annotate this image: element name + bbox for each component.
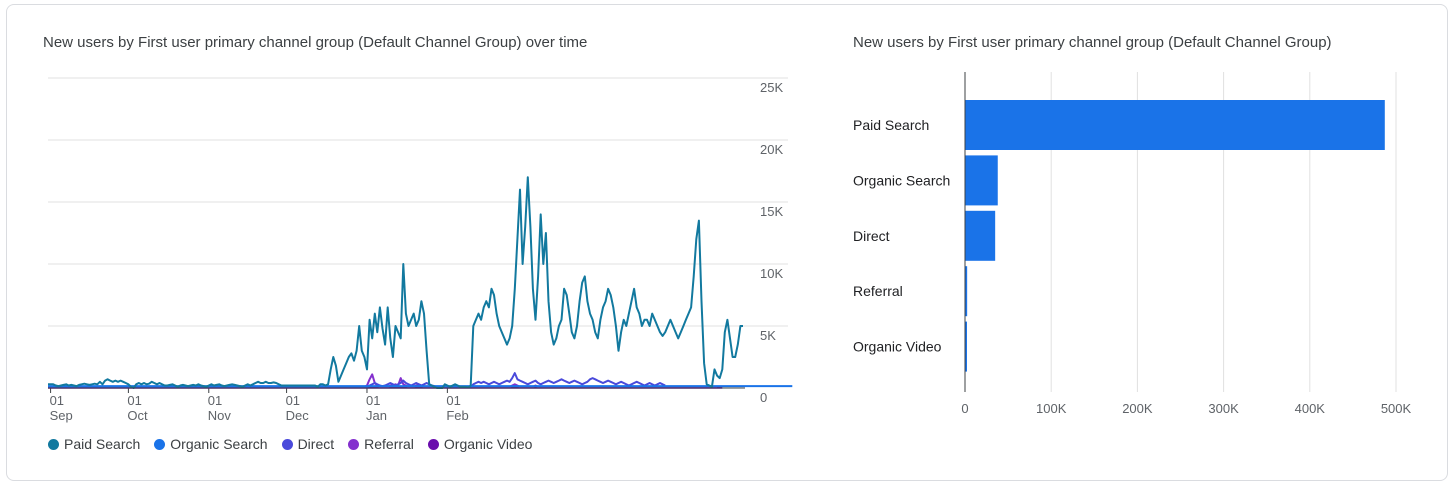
y-tick-label: 25K: [760, 80, 783, 95]
line-chart-title: New users by First user primary channel …: [43, 34, 588, 51]
legend-label: Paid Search: [64, 436, 141, 452]
bar-chart-title: New users by First user primary channel …: [853, 34, 1332, 51]
legend-label: Direct: [297, 436, 335, 452]
x-tick-month: Oct: [127, 408, 148, 423]
x-tick-month: Nov: [208, 408, 232, 423]
x-tick-label: 0: [961, 401, 968, 416]
report-card: [6, 4, 1448, 481]
category-label: Referral: [853, 283, 903, 299]
x-tick-label: 500K: [1381, 401, 1412, 416]
legend-label: Referral: [364, 436, 414, 452]
x-tick-day: 01: [208, 393, 222, 408]
series-line-paid-search: [48, 176, 743, 389]
x-tick-month: Dec: [286, 408, 310, 423]
bar-chart: 0 100K 200K 300K 400K 500K Paid Search Organic …: [853, 72, 1412, 416]
legend-swatch: [348, 438, 360, 450]
category-label: Direct: [853, 228, 890, 244]
legend-item[interactable]: Paid Search: [48, 436, 140, 452]
y-tick-label: 5K: [760, 328, 776, 343]
x-tick-month: Jan: [366, 408, 387, 423]
legend-item[interactable]: Referral: [348, 436, 414, 452]
x-tick-day: 01: [366, 393, 380, 408]
y-tick-label: 20K: [760, 142, 783, 157]
legend-swatch: [427, 438, 439, 450]
legend-label: Organic Search: [170, 436, 268, 452]
x-tick-label: 200K: [1122, 401, 1153, 416]
line-chart: 25K20K15K10K5K001Sep01Oct01Nov01Dec01Jan…: [48, 77, 793, 423]
legend-swatch: [281, 438, 293, 450]
bar: [965, 266, 968, 317]
x-tick-day: 01: [127, 393, 141, 408]
legend-swatch: [48, 438, 59, 450]
x-tick-day: 01: [50, 393, 64, 408]
category-label: Paid Search: [853, 117, 929, 133]
legend-swatch: [154, 438, 166, 450]
y-tick-label: 10K: [760, 266, 783, 281]
bar: [965, 210, 996, 261]
line-chart-legend: Paid Search Organic Search Direct Referral O…: [48, 436, 532, 452]
legend-label: Organic Video: [443, 436, 533, 452]
bar: [965, 100, 1385, 150]
category-label: Organic Search: [853, 172, 950, 188]
legend-item[interactable]: Organic Search: [154, 436, 268, 452]
x-tick-label: 400K: [1295, 401, 1326, 416]
x-tick-label: 100K: [1036, 401, 1067, 416]
y-tick-label: 0: [760, 390, 767, 405]
y-tick-label: 15K: [760, 204, 783, 219]
legend-item[interactable]: Organic Video: [427, 436, 533, 452]
bar: [965, 155, 998, 206]
x-tick-month: Sep: [50, 408, 73, 423]
x-tick-label: 300K: [1208, 401, 1239, 416]
bar: [965, 321, 967, 372]
x-tick-day: 01: [286, 393, 300, 408]
x-tick-day: 01: [446, 393, 460, 408]
x-tick-month: Feb: [446, 408, 468, 423]
category-label: Organic Video: [853, 339, 942, 355]
legend-item[interactable]: Direct: [281, 436, 335, 452]
